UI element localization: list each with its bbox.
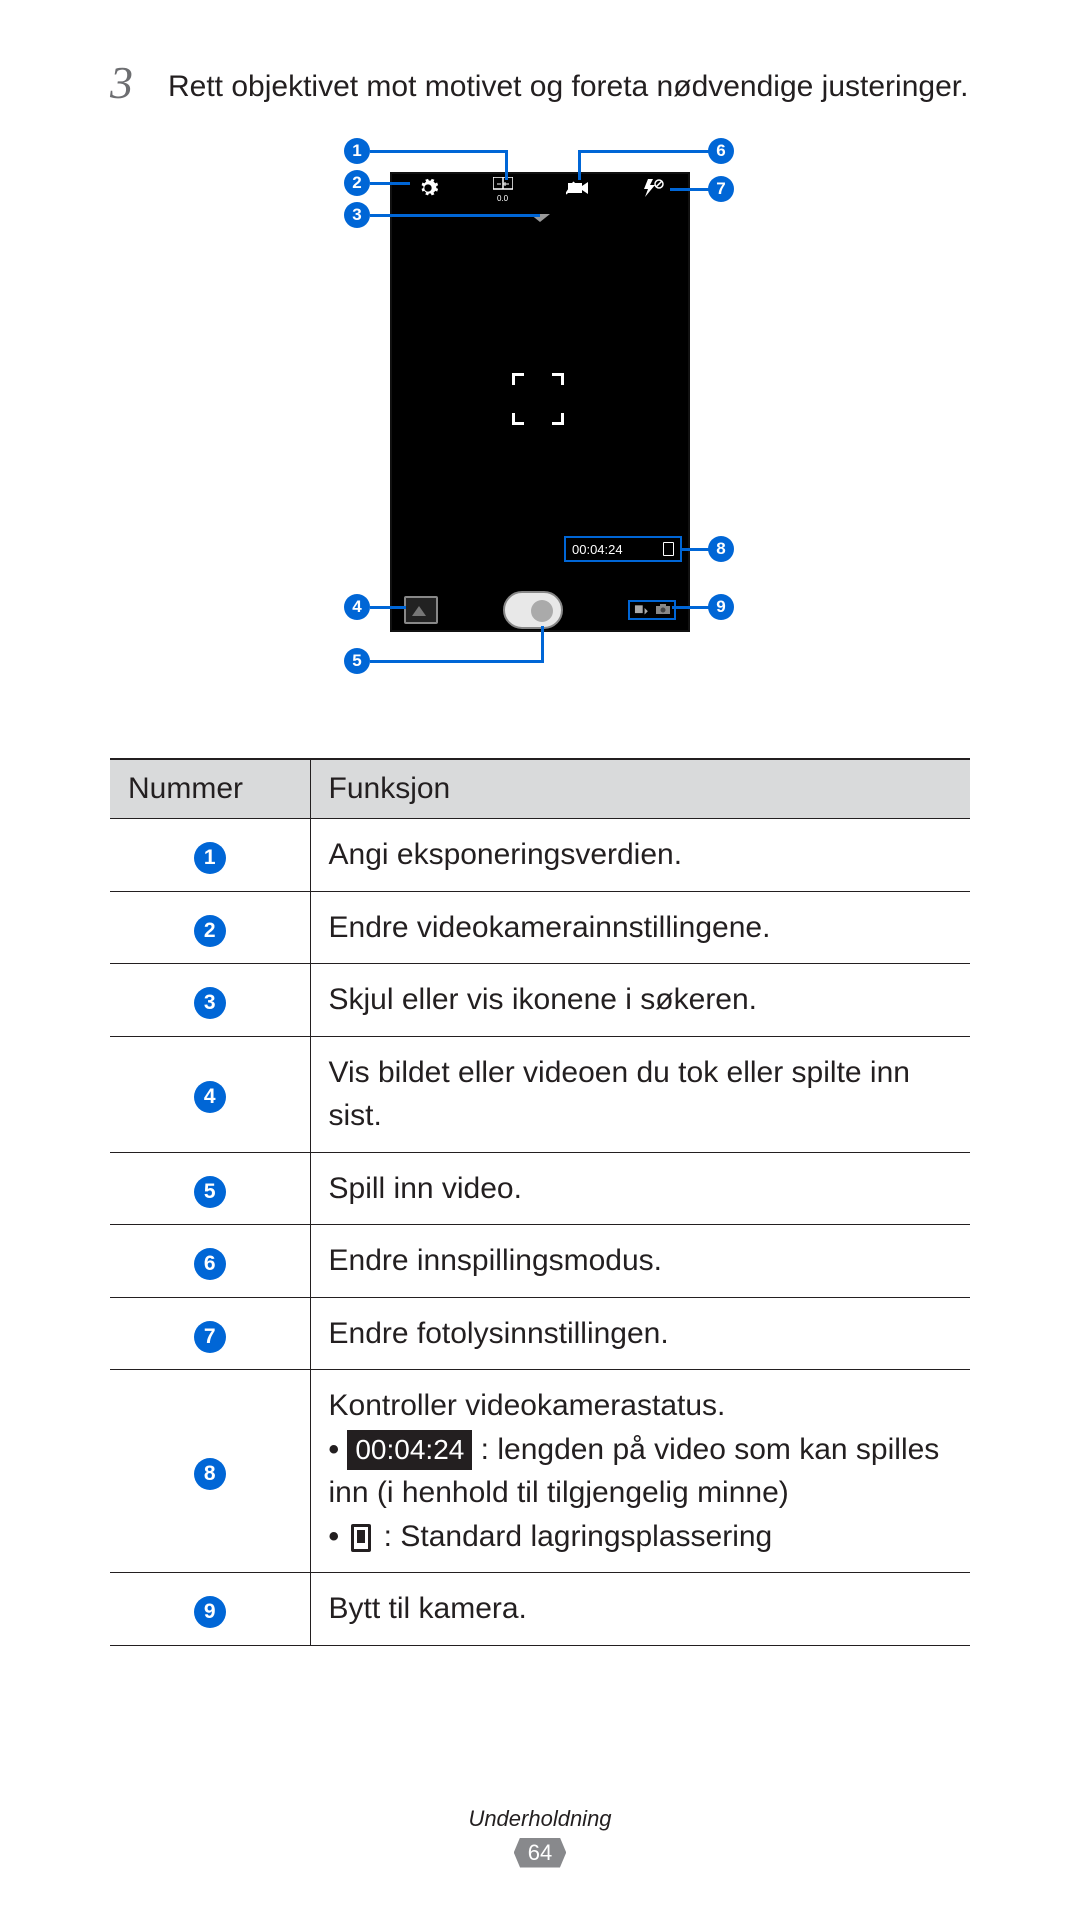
callout-badge: 4 <box>344 594 370 620</box>
step-row: 3 Rett objektivet mot motivet og foreta … <box>110 60 970 108</box>
table-row: 9 Bytt til kamera. <box>110 1573 970 1646</box>
row-text: Angi eksponeringsverdien. <box>310 819 970 892</box>
callout-line <box>370 606 406 609</box>
page-number: 64 <box>514 1838 566 1868</box>
row-badge: 9 <box>194 1596 226 1628</box>
row-badge: 3 <box>194 987 226 1019</box>
row-text: Endre videokamerainnstillingene. <box>310 891 970 964</box>
figure: 0.0 00:04:24 ■⏵ <box>110 128 970 728</box>
callout-badge: 8 <box>708 536 734 562</box>
callout-badge: 7 <box>708 176 734 202</box>
row-badge: 4 <box>194 1081 226 1113</box>
phone-frame <box>390 172 690 632</box>
callout-line <box>578 150 581 180</box>
callout-line <box>370 660 544 663</box>
storage-icon <box>663 542 674 556</box>
callout-line <box>505 150 508 180</box>
thumbnail-icon <box>404 596 438 624</box>
callout-line <box>370 182 410 185</box>
rec-time-value: 00:04:24 <box>572 542 623 557</box>
callout-badge: 1 <box>344 138 370 164</box>
row-badge: 7 <box>194 1321 226 1353</box>
time-tag: 00:04:24 <box>347 1430 472 1471</box>
rec-time-box: 00:04:24 <box>564 536 682 562</box>
table-row: 2 Endre videokamerainnstillingene. <box>110 891 970 964</box>
phone-bottom-bar: ■⏵ <box>390 588 690 632</box>
exposure-icon: 0.0 <box>483 177 523 203</box>
shutter-button-icon <box>503 591 563 629</box>
row8-bullet2: : Standard lagringsplassering <box>329 1515 953 1559</box>
footer-section: Underholdning <box>110 1806 970 1832</box>
table-header-function: Funksjon <box>310 759 970 819</box>
table-row: 8 Kontroller videokamerastatus. 00:04:24… <box>110 1370 970 1573</box>
row-badge: 2 <box>194 915 226 947</box>
callout-line <box>682 548 710 551</box>
table-header-number: Nummer <box>110 759 310 819</box>
row8-intro: Kontroller videokamerastatus. <box>329 1389 726 1422</box>
row-text: Skjul eller vis ikonene i søkeren. <box>310 964 970 1037</box>
row-badge: 6 <box>194 1248 226 1280</box>
callout-badge: 5 <box>344 648 370 674</box>
callout-line <box>370 150 508 153</box>
row8-bullet1: 00:04:24 : lengden på video som kan spil… <box>329 1428 953 1515</box>
phone-toolbar: 0.0 <box>390 172 690 208</box>
callout-badge: 3 <box>344 202 370 228</box>
row-text: Spill inn video. <box>310 1152 970 1225</box>
footer: Underholdning 64 <box>110 1806 970 1868</box>
table-row: 3 Skjul eller vis ikonene i søkeren. <box>110 964 970 1037</box>
callout-line <box>672 606 710 609</box>
focus-bracket-icon <box>512 373 524 385</box>
callout-badge: 6 <box>708 138 734 164</box>
focus-bracket-icon <box>512 413 524 425</box>
focus-bracket-icon <box>552 373 564 385</box>
callout-badge: 2 <box>344 170 370 196</box>
table-row: 4 Vis bildet eller videoen du tok eller … <box>110 1036 970 1152</box>
record-mode-icon <box>558 180 598 200</box>
table-row: 7 Endre fotolysinnstillingen. <box>110 1297 970 1370</box>
callout-line <box>670 188 710 191</box>
step-text: Rett objektivet mot motivet og foreta nø… <box>168 60 968 108</box>
row-text: Endre fotolysinnstillingen. <box>310 1297 970 1370</box>
row-text: Endre innspillingsmodus. <box>310 1225 970 1298</box>
flash-icon <box>633 179 673 201</box>
row-badge: 8 <box>194 1458 226 1490</box>
video-icon: ■⏵ <box>634 601 648 619</box>
row8-b2-text: : Standard lagringsplassering <box>375 1520 772 1553</box>
figure-area: 0.0 00:04:24 ■⏵ <box>300 128 780 728</box>
row-badge: 1 <box>194 842 226 874</box>
gear-icon <box>408 177 448 203</box>
mode-switch-icon: ■⏵ <box>628 600 676 620</box>
row-text: Kontroller videokamerastatus. 00:04:24 :… <box>310 1370 970 1573</box>
table-row: 1 Angi eksponeringsverdien. <box>110 819 970 892</box>
row-badge: 5 <box>194 1176 226 1208</box>
callout-badge: 9 <box>708 594 734 620</box>
row-text: Bytt til kamera. <box>310 1573 970 1646</box>
phone-storage-icon <box>351 1524 371 1552</box>
row-text: Vis bildet eller videoen du tok eller sp… <box>310 1036 970 1152</box>
table-row: 6 Endre innspillingsmodus. <box>110 1225 970 1298</box>
exposure-value: 0.0 <box>483 195 523 203</box>
callout-line <box>370 214 540 217</box>
callout-line <box>541 626 544 662</box>
focus-bracket-icon <box>552 413 564 425</box>
table-row: 5 Spill inn video. <box>110 1152 970 1225</box>
step-number: 3 <box>110 60 150 106</box>
camera-icon <box>656 601 670 619</box>
function-table: Nummer Funksjon 1 Angi eksponeringsverdi… <box>110 758 970 1646</box>
callout-line <box>578 150 710 153</box>
